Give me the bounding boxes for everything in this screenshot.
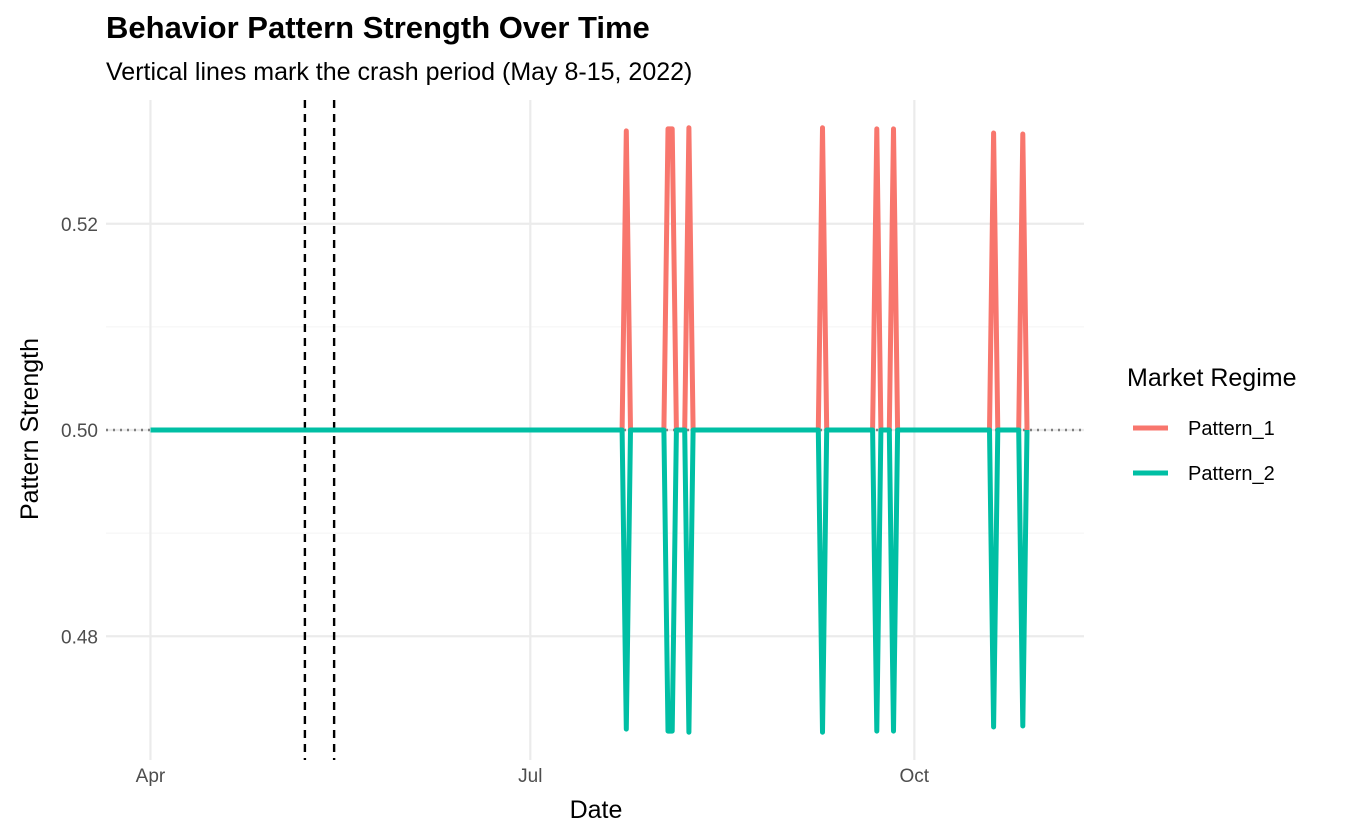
x-tick-label: Apr xyxy=(136,766,166,787)
series-lines xyxy=(150,125,1030,735)
legend-label: Pattern_2 xyxy=(1188,463,1275,485)
legend-title: Market Regime xyxy=(1127,364,1297,392)
x-tick-label: Jul xyxy=(518,766,542,787)
y-tick-label: 0.50 xyxy=(61,421,98,442)
chart-title: Behavior Pattern Strength Over Time xyxy=(106,10,650,45)
series-line-pattern-2 xyxy=(150,427,1030,735)
x-tick-label: Oct xyxy=(900,766,930,787)
crash-period-lines xyxy=(303,100,336,760)
y-tick-label: 0.52 xyxy=(61,215,98,236)
legend-label: Pattern_1 xyxy=(1188,418,1275,440)
series-line-pattern-1 xyxy=(150,125,1030,433)
legend-items: Pattern_1 Pattern_2 xyxy=(1133,418,1275,485)
y-tick-label: 0.48 xyxy=(61,627,98,648)
grid-minor xyxy=(106,326,1084,534)
x-axis-tick-labels: Apr Jul Oct xyxy=(136,766,930,787)
y-axis-tick-labels: 0.48 0.50 0.52 xyxy=(61,215,98,649)
y-axis-title: Pattern Strength xyxy=(16,338,44,520)
x-axis-title: Date xyxy=(570,796,623,824)
chart-subtitle: Vertical lines mark the crash period (Ma… xyxy=(106,58,693,86)
legend: Market Regime Pattern_1 Pattern_2 xyxy=(1127,364,1297,485)
